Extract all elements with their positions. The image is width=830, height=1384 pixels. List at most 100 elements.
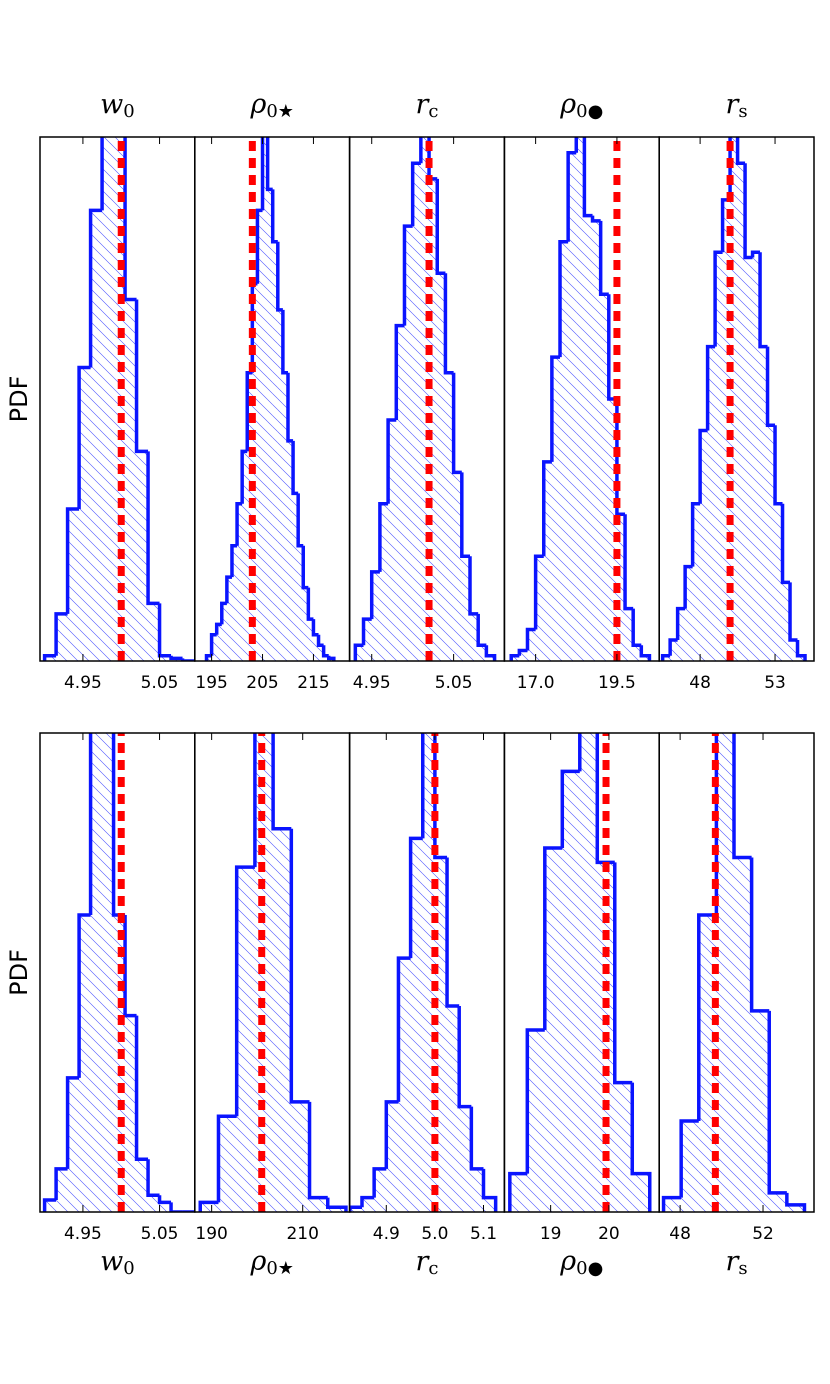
histogram-outline [679, 1119, 699, 1198]
x-tick-label: 210 [286, 1224, 318, 1244]
histogram-bar [797, 655, 806, 661]
x-tick-label: 19 [540, 1224, 562, 1244]
histogram-outline [785, 1192, 807, 1212]
histogram-bar [136, 451, 149, 661]
histogram-bar [568, 152, 577, 661]
histogram-bar [56, 613, 68, 661]
histogram-outline [42, 1198, 57, 1212]
histogram-bar [562, 771, 580, 1212]
histogram-outline [445, 857, 460, 1008]
histogram-outline [361, 617, 372, 646]
histogram-outline [427, 137, 438, 181]
histogram-outline [750, 250, 761, 258]
histogram-outline [660, 654, 671, 661]
histogram-outline [276, 241, 283, 312]
histogram-bar [420, 137, 430, 661]
x-tick-label: 48 [689, 673, 711, 693]
histogram-bar [355, 645, 364, 661]
histogram-bar [293, 493, 299, 661]
histogram-bar [386, 1101, 399, 1212]
histogram-outline [469, 1106, 484, 1171]
histogram-outline [714, 733, 719, 916]
x-axis-label: ρ0● [559, 1246, 603, 1280]
plot-area [349, 733, 498, 1212]
histogram-outline [307, 1101, 328, 1200]
histogram-bar [478, 645, 487, 661]
histogram-bar [226, 577, 232, 661]
histogram-outline [639, 645, 652, 661]
histogram-outline [100, 137, 104, 211]
histogram-bar [453, 472, 462, 661]
subscript: s [738, 101, 747, 122]
histogram-bar [308, 619, 314, 661]
histogram-outline [735, 137, 746, 165]
x-axis-label: rs [726, 1246, 748, 1280]
histogram-outline [484, 645, 497, 661]
histogram-bar [692, 503, 701, 661]
x-tick-label: 215 [297, 673, 329, 693]
histogram-outline [281, 309, 288, 375]
histogram-outline [451, 372, 462, 475]
histogram-bar [56, 1168, 68, 1212]
histogram-outline [77, 913, 91, 1078]
histogram-outline [234, 865, 255, 1117]
histogram-bar [237, 503, 243, 661]
histogram-outline [360, 1195, 375, 1208]
histogram-outline [384, 1100, 399, 1169]
histogram-outline [123, 915, 137, 1018]
histogram-outline [749, 857, 770, 1013]
histogram-bar [272, 241, 278, 661]
histogram-bar [483, 1197, 496, 1212]
histogram-bar [760, 346, 768, 661]
histogram-outline [146, 451, 160, 606]
histogram-bar [113, 915, 126, 1212]
histogram-bar [257, 210, 263, 661]
histogram-bar [592, 220, 601, 661]
histogram-outline [690, 502, 701, 567]
histogram-outline [767, 1010, 787, 1195]
histogram-outline [590, 215, 601, 223]
histogram-bar [535, 556, 544, 661]
histogram-bar [608, 399, 617, 661]
subscript: c [428, 1258, 438, 1279]
histogram-bar [67, 1077, 80, 1212]
symbol: w [100, 1246, 123, 1277]
histogram-bar [662, 655, 671, 661]
x-tick-label: 190 [195, 1224, 227, 1244]
histogram-bar [698, 915, 717, 1212]
histogram-bar [700, 430, 708, 661]
histogram-bar [379, 503, 389, 661]
histogram-bar [323, 655, 329, 661]
histogram-outline [134, 1015, 149, 1162]
plot-area [508, 733, 652, 1212]
x-tick-label: 4.9 [373, 1224, 400, 1244]
histogram-bar [396, 325, 405, 661]
histogram-bar [769, 1192, 787, 1212]
histogram-bar [519, 650, 528, 661]
histogram-bar [148, 1195, 160, 1212]
histogram-outline [765, 346, 776, 427]
symbol: r [415, 1246, 430, 1277]
histogram-bar [262, 137, 268, 661]
panel-title: ρ0● [559, 89, 603, 123]
histogram-bar [625, 608, 634, 661]
histogram-bar [663, 1197, 682, 1212]
histogram-outline [123, 137, 137, 302]
histogram-outline [378, 502, 389, 572]
histogram-outline [433, 733, 448, 860]
histogram-outline [550, 355, 561, 462]
histogram-outline [286, 372, 294, 443]
histogram-outline [146, 1159, 160, 1197]
panel-frame [658, 732, 815, 1213]
plot-area [42, 137, 195, 661]
histogram-bar [148, 603, 160, 661]
histogram-bar [677, 608, 686, 661]
histogram-bar [459, 1106, 472, 1212]
histogram-bar [681, 1120, 699, 1212]
histogram-bar [125, 1015, 137, 1212]
x-tick-label: 4.95 [64, 1224, 102, 1244]
symbol: ρ [249, 1246, 266, 1277]
histogram-bar [633, 645, 642, 661]
histogram-outline [705, 344, 716, 431]
symbol: ρ [559, 1246, 576, 1277]
